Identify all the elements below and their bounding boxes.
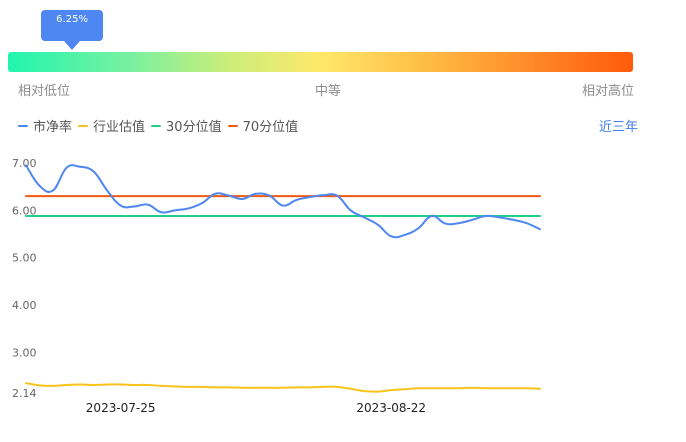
y-tick-label: 6.00 <box>12 204 37 217</box>
scale-low-label: 相对低位 <box>18 84 71 99</box>
scale-mid-label: 中等 <box>315 84 342 99</box>
y-tick-label: 4.00 <box>12 299 37 312</box>
percentile-tooltip: 6.25% <box>41 10 104 41</box>
chart-legend: 市净率 行业估值 30分位值 70分位值 <box>18 116 304 135</box>
series-line-pb <box>25 164 541 239</box>
scale-high-label: 相对高位 <box>582 84 635 99</box>
time-range-button[interactable]: 近三年 <box>599 120 639 135</box>
legend-label-p70: 70分位值 <box>242 120 299 135</box>
legend-label-industry: 行业估值 <box>93 120 146 135</box>
legend-item-p70[interactable]: 70分位值 <box>227 116 299 135</box>
x-tick-label: 2023-07-25 <box>86 401 156 415</box>
series-line-industry <box>25 382 541 393</box>
y-tick-label: 5.00 <box>12 252 37 265</box>
y-tick-label: 3.00 <box>12 346 37 359</box>
legend-label-p30: 30分位值 <box>166 120 222 135</box>
y-tick-label: 2.14 <box>12 387 37 400</box>
legend-label-pb: 市净率 <box>33 120 73 135</box>
percentile-value: 6.25% <box>56 14 88 25</box>
y-tick-label: 7.00 <box>12 157 37 170</box>
x-tick-label: 2023-08-22 <box>356 401 426 415</box>
percentile-gradient-bar <box>8 52 633 72</box>
legend-item-pb[interactable]: 市净率 <box>18 116 72 135</box>
legend-swatch-p70 <box>227 124 238 127</box>
legend-swatch-p30 <box>151 124 162 127</box>
legend-item-industry[interactable]: 行业估值 <box>78 116 145 135</box>
legend-swatch-pb <box>18 124 28 127</box>
legend-item-p30[interactable]: 30分位值 <box>151 116 222 135</box>
legend-swatch-industry <box>78 124 89 127</box>
tooltip-pointer-icon <box>64 41 81 50</box>
